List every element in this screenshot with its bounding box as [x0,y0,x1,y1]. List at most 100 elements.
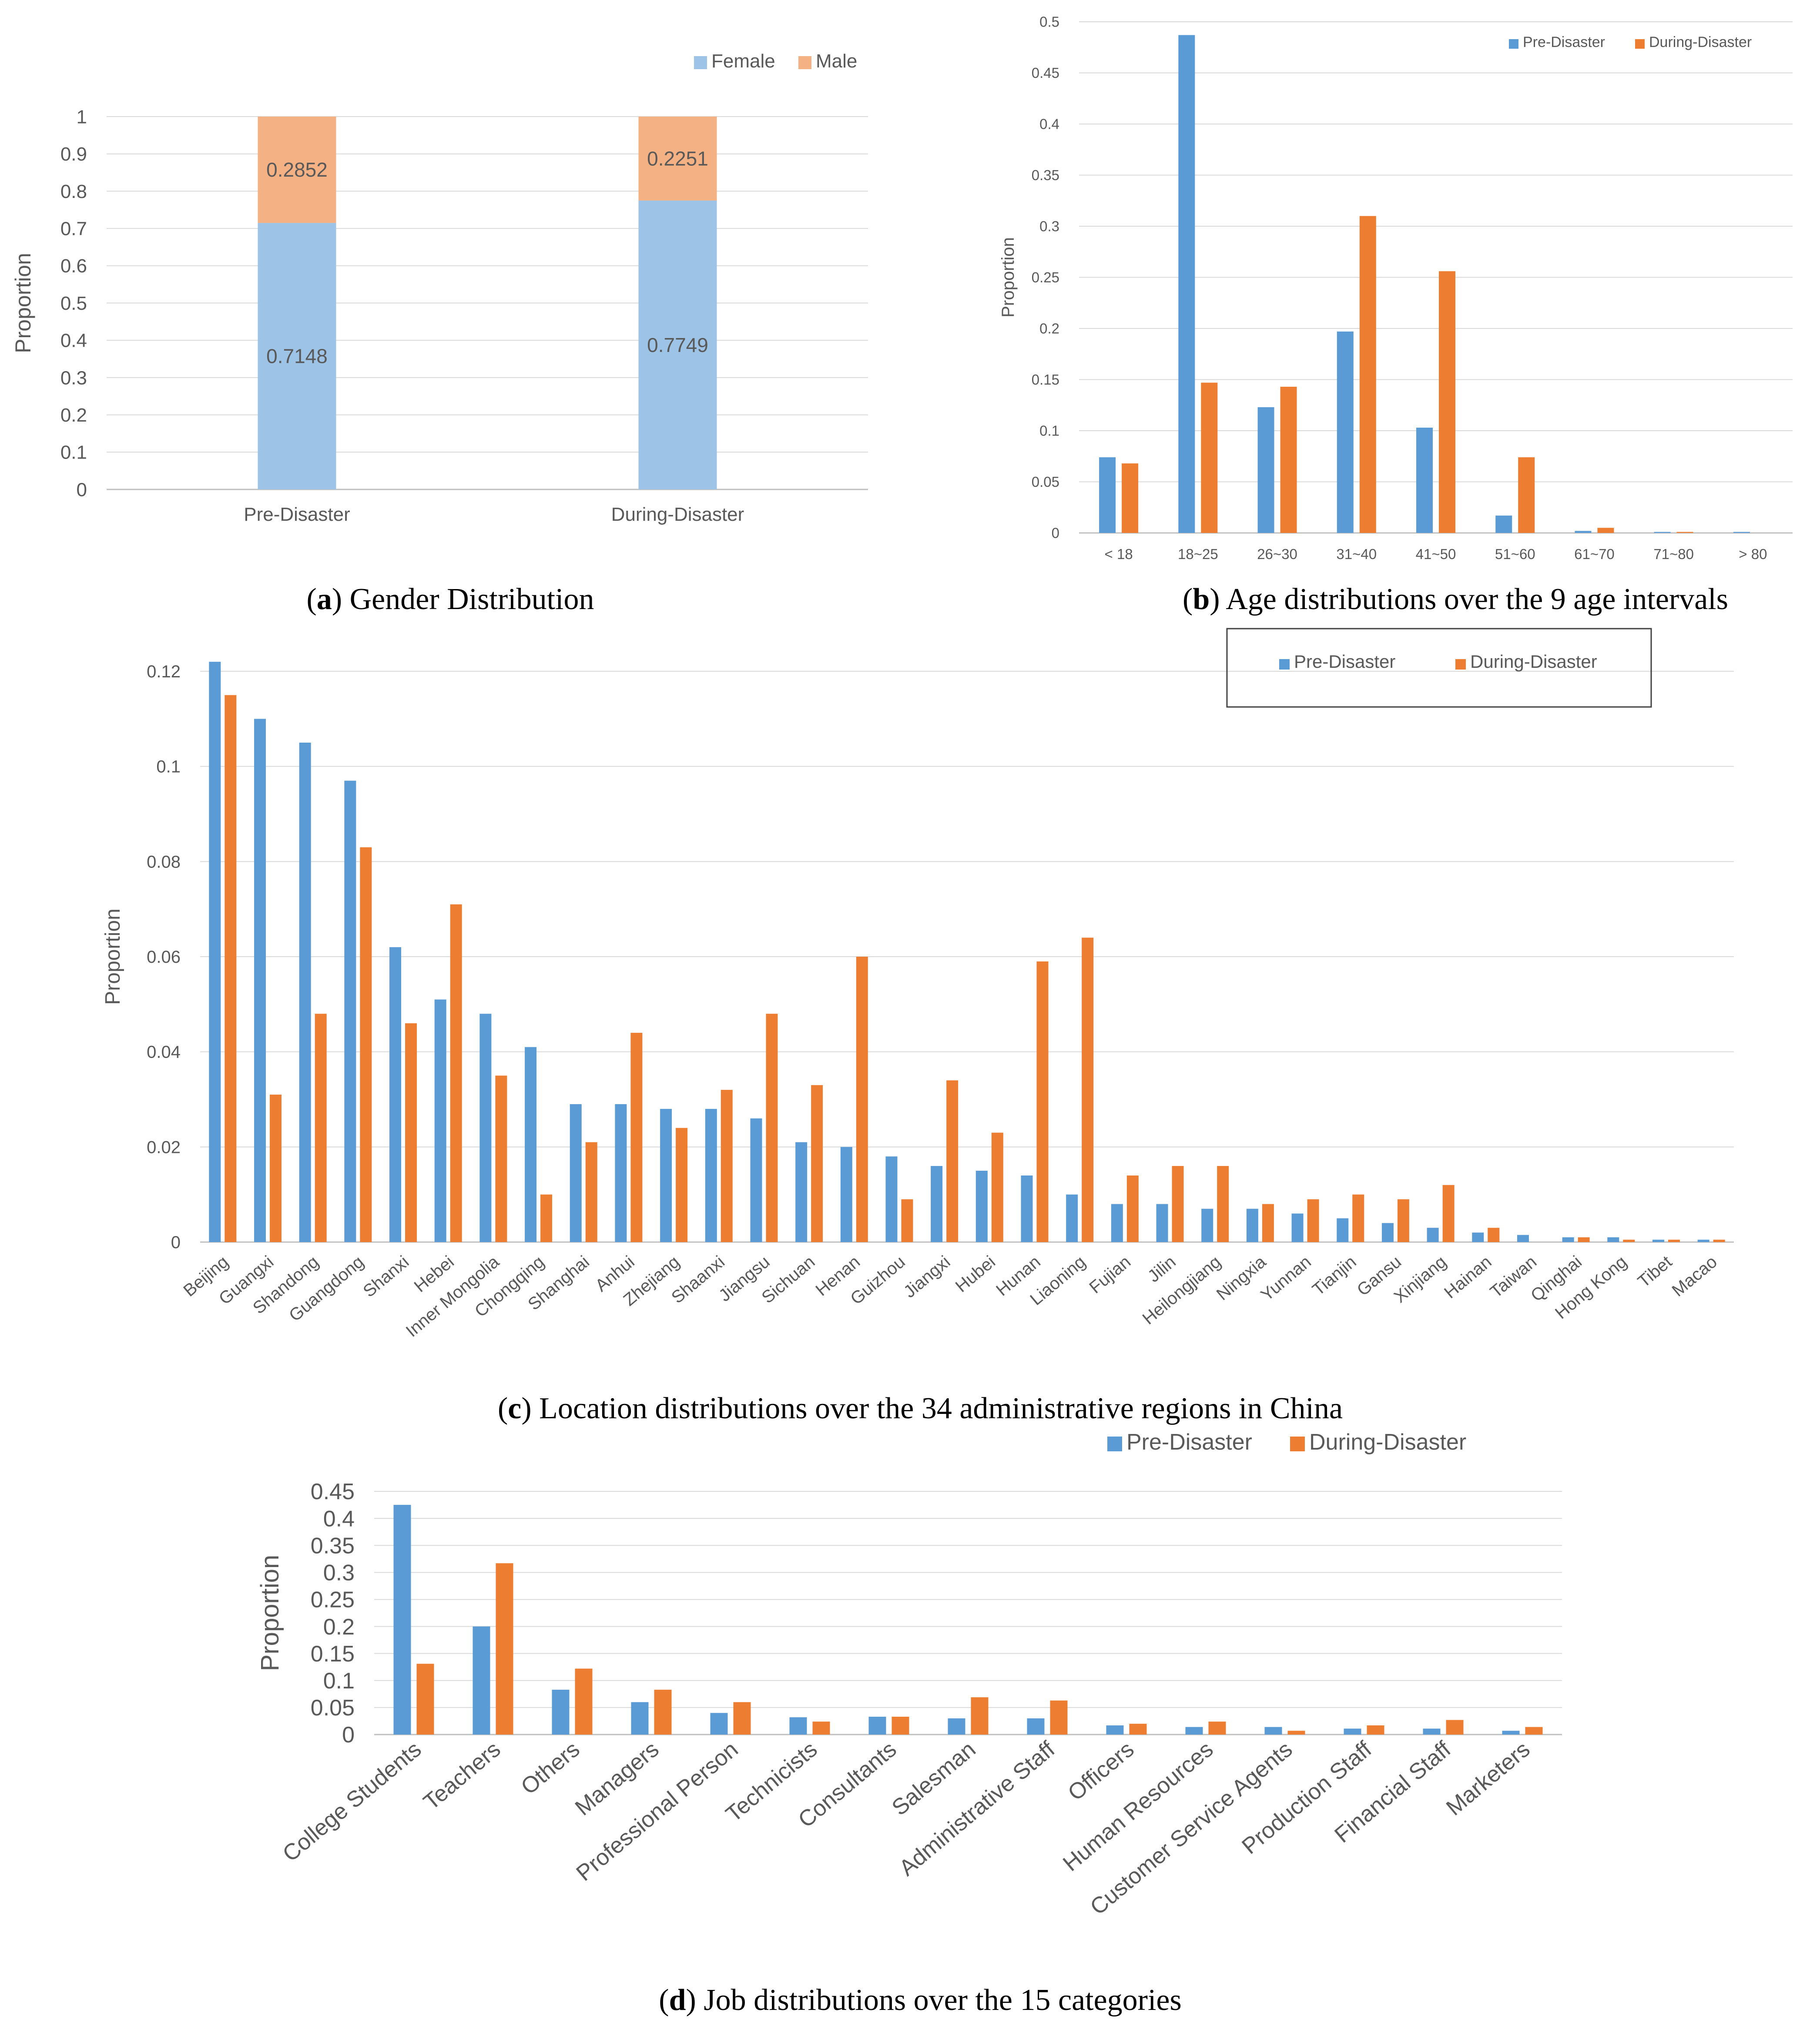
bar-pre-disaster-qinghai [1562,1237,1574,1242]
bar-during-disaster-human-resources [1208,1722,1226,1735]
bar-pre-disaster-managers [631,1702,649,1735]
y-tick-label: 0.08 [147,852,181,871]
y-tick-label: 0.5 [1039,14,1059,30]
bar-pre-disaster-shaanxi [705,1109,717,1242]
x-tick-label: 51~60 [1495,546,1535,562]
bar-pre-disaster-jiangsu [750,1118,762,1242]
x-tick-label: Pre-Disaster [244,504,350,525]
y-tick-label: 0.06 [147,948,181,967]
bar-pre-disaster-18 [1099,457,1116,533]
legend-label-pre-disaster: Pre-Disaster [1126,1430,1252,1455]
y-tick-label: 0.2 [323,1614,355,1640]
caption-b-letter: b [1193,583,1210,616]
bar-during-disaster-inner-mongolia [495,1075,507,1242]
y-axis-label: Proportion [999,237,1018,318]
y-axis-label: Proportion [256,1555,284,1671]
legend-label-during-disaster: During-Disaster [1309,1430,1466,1455]
bar-pre-disaster-yunnan [1291,1213,1304,1242]
bar-during-disaster-51-60 [1518,457,1535,533]
legend-label-pre-disaster: Pre-Disaster [1523,34,1605,50]
y-tick-label: 0.25 [311,1588,355,1613]
legend-a: Female Male [694,50,857,72]
bar-pre-disaster-financial-staff [1423,1728,1441,1735]
bar-pre-disaster-professional-person [710,1713,728,1735]
legend-label-during-disaster: During-Disaster [1470,651,1597,672]
y-tick-label: 0.3 [1039,218,1059,234]
bar-pre-disaster-others [552,1689,570,1735]
bar-during-disaster-hebei [450,904,462,1242]
bar-pre-disaster-zhejiang [660,1109,672,1242]
bar-pre-disaster-production-staff [1344,1728,1361,1735]
bar-pre-disaster-liaoning [1066,1194,1078,1242]
bar-pre-disaster-hainan [1472,1233,1484,1242]
bar-pre-disaster-hunan [1021,1175,1033,1242]
data-label-female-pre-disaster: 0.7148 [266,345,328,368]
bar-during-disaster-71-80 [1676,532,1693,533]
x-tick-label: 61~70 [1574,546,1615,562]
y-tick-label: 0.35 [1032,167,1059,183]
bar-pre-disaster-sichuan [795,1142,808,1242]
bar-during-disaster-31-40 [1359,216,1376,533]
bar-pre-disaster-human-resources [1185,1727,1203,1735]
bar-pre-disaster-hong-kong [1607,1237,1619,1242]
y-tick-label: 0.15 [311,1641,355,1667]
bar-during-disaster-26-30 [1280,386,1297,533]
bar-during-disaster-hong-kong [1623,1239,1635,1242]
bar-during-disaster-jiangxi [946,1080,959,1242]
bar-during-disaster-customer-service-agents [1287,1731,1305,1735]
bar-during-disaster-managers [654,1689,672,1735]
y-tick-label: 0.02 [147,1138,181,1157]
bar-during-disaster-macao [1713,1239,1725,1242]
legend-swatch-during-disaster [1455,659,1466,670]
legend-swatch-pre-disaster [1107,1437,1122,1451]
bar-pre-disaster-anhui [615,1104,627,1242]
bar-during-disaster-financial-staff [1446,1720,1464,1735]
bar-during-disaster-shandong [315,1014,327,1242]
legend-label-female: Female [711,50,775,72]
data-label-male-pre-disaster: 0.2852 [266,158,328,181]
bar-pre-disaster-ningxia [1246,1209,1258,1242]
bar-during-disaster-technicists [812,1722,830,1735]
legend-swatch-during-disaster [1290,1437,1305,1451]
bar-pre-disaster-officers [1106,1725,1124,1735]
y-tick-label: 0.45 [311,1479,355,1504]
x-tick-label: 18~25 [1178,546,1218,562]
bar-pre-disaster-taiwan [1517,1235,1529,1242]
bar-during-disaster-college-students [416,1664,434,1735]
y-tick-label: 0.3 [323,1561,355,1586]
caption-c-letter: c [508,1392,521,1425]
bar-during-disaster-consultants [892,1717,909,1735]
bar-pre-disaster-shanxi [389,947,402,1242]
y-tick-label: 0.9 [60,144,87,165]
bar-pre-disaster-tibet [1652,1239,1664,1242]
bar-during-disaster-professional-person [733,1702,751,1735]
bar-during-disaster-salesman [971,1697,989,1735]
bar-pre-disaster-marketers [1502,1731,1520,1735]
x-tick-label: > 80 [1739,546,1767,562]
bar-during-disaster-production-staff [1367,1725,1384,1735]
bar-during-disaster-jilin [1172,1166,1184,1242]
caption-d: (d) Job distributions over the 15 catego… [659,1983,1181,2017]
bar-pre-disaster-guizhou [885,1156,898,1242]
bar-pre-disaster-college-students [393,1505,411,1735]
legend-swatch-pre-disaster [1279,659,1290,670]
x-tick-label: During-Disaster [611,504,744,525]
bar-pre-disaster-shanghai [570,1104,582,1242]
bar-during-disaster-shanghai [585,1142,597,1242]
bar-pre-disaster-teachers [473,1626,490,1735]
legend-swatch-female [694,56,707,69]
bar-pre-disaster-xinjiang [1427,1228,1439,1242]
bar-pre-disaster-tianjin [1337,1218,1349,1242]
bar-during-disaster-officers [1129,1724,1147,1735]
bar-pre-disaster-51-60 [1495,516,1512,533]
age-distribution-chart: 0 0.05 0.1 0.15 0.2 0.25 0.3 0.35 0.4 0.45 0.5 Prop… [999,14,1793,562]
caption-c: (c) Location distributions over the 34 a… [498,1392,1343,1425]
legend-label-during-disaster: During-Disaster [1649,34,1752,50]
bar-pre-disaster-31-40 [1337,332,1354,533]
y-tick-label: 0.1 [156,757,181,777]
bar-during-disaster-guangdong [360,847,372,1242]
bar-during-disaster-ningxia [1262,1204,1274,1242]
bar-during-disaster-guangxi [270,1095,282,1242]
bar-during-disaster-shaanxi [721,1090,733,1242]
